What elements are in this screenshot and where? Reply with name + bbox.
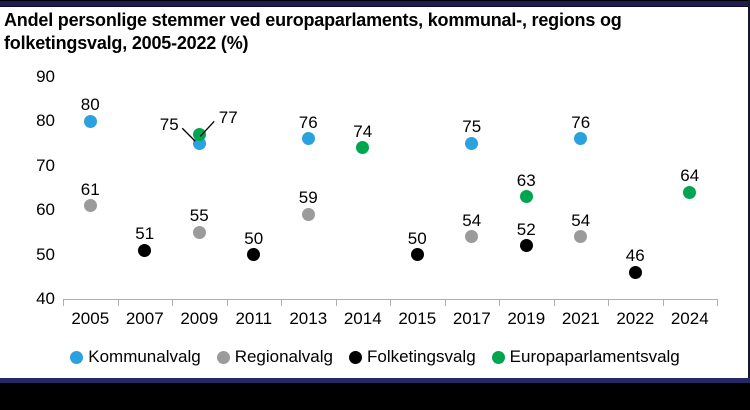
legend-label: Folketingsvalg [366,347,476,366]
data-point-regionalvalg-2005 [83,199,97,213]
x-axis-label: 2007 [125,309,164,328]
data-label: 76 [298,112,318,132]
bottom-border-line [0,378,750,383]
legend-item-kommunalvalg: Kommunalvalg [70,347,201,367]
right-border-line [748,0,750,410]
plot-area: 2005 2007 2009 2011 2013 2014 2015 2017 2019 2021… [36,66,718,328]
legend-marker-icon [491,350,505,364]
data-point-kommunalvalg-2017 [465,136,479,150]
data-label: 54 [462,210,482,230]
x-axis-label: 2017 [452,309,491,328]
x-axis-label: 2024 [670,309,709,328]
data-point-europaparlamentsvalg-2024 [683,185,697,199]
x-axis-tick [390,299,391,306]
data-label: 75 [159,115,179,135]
data-label: 77 [218,108,238,128]
legend-marker-icon [348,350,362,364]
data-point-regionalvalg-2013 [301,207,315,221]
top-border-band [0,0,750,7]
data-label: 80 [80,95,100,114]
legend-item-regionalvalg: Regionalvalg [216,347,333,367]
y-axis-label: 40 [36,289,55,308]
y-axis-label: 50 [36,244,55,264]
data-point-folketingsvalg-2007 [138,243,152,257]
callout-leader-lines [181,120,215,142]
x-axis-tick [499,299,500,306]
data-point-europaparlamentsvalg-2009 [192,127,206,141]
data-label: 51 [135,224,155,244]
data-label: 61 [80,179,100,199]
data-point-kommunalvalg-2021 [574,132,588,146]
data-point-folketingsvalg-2022 [628,265,642,279]
data-label: 75 [462,117,482,137]
data-label: 63 [516,170,536,190]
x-axis-tick [444,299,446,306]
data-point-kommunalvalg-2005 [83,114,97,128]
x-axis-tick [717,299,718,306]
data-label: 59 [298,188,318,208]
y-axis-label: 80 [36,111,55,130]
x-axis-tick [63,299,64,306]
x-axis-label: 2005 [71,309,110,328]
legend-marker-icon [216,350,230,364]
x-axis-tick [117,299,119,306]
x-axis-tick [335,299,337,306]
data-label: 50 [244,228,264,248]
x-axis-tick [226,299,228,306]
x-axis-label: 2009 [180,309,219,328]
legend-marker-icon [70,350,84,364]
data-point-europaparlamentsvalg-2014 [356,141,370,155]
data-label: 55 [189,206,209,226]
data-point-folketingsvalg-2015 [410,248,424,261]
chart-title: Andel personlige stemmer ved europaparla… [4,10,622,53]
x-axis-tick [608,299,609,306]
data-point-regionalvalg-2021 [574,230,588,244]
data-point-folketingsvalg-2011 [247,248,261,261]
data-point-folketingsvalg-2019 [519,239,533,253]
x-axis-tick [172,299,173,306]
legend-label: Kommunalvalg [88,347,201,366]
x-axis-label: 2021 [561,309,600,328]
x-axis-label: 2022 [616,309,655,328]
y-axis-label: 90 [36,66,55,86]
data-point-regionalvalg-2017 [465,230,479,244]
x-axis-label: 2014 [343,309,382,328]
data-label: 46 [625,246,645,266]
data-point-regionalvalg-2009 [192,225,206,239]
data-label: 54 [571,210,591,230]
data-label: 50 [407,228,427,248]
legend-label: Europaparlamentsvalg [509,347,680,366]
legend-item-folketingsvalg: Folketingsvalg [348,347,476,367]
y-axis-label: 70 [36,155,55,175]
x-axis-tick [662,299,664,306]
x-axis-label: 2011 [235,309,273,328]
data-point-kommunalvalg-2013 [301,132,315,146]
data-label: 64 [680,166,700,186]
bottom-border-band [0,383,750,410]
x-axis-label: 2015 [398,309,437,328]
data-label: 74 [353,121,373,141]
legend-label: Regionalvalg [234,347,333,366]
x-axis-label: 2013 [289,309,328,328]
y-axis-label: 60 [36,200,55,219]
data-point-europaparlamentsvalg-2019 [519,190,533,204]
legend: Kommunalvalg Regionalvalg Folketingsvalg Eu… [0,343,750,371]
x-axis-label: 2019 [507,309,546,328]
data-label: 76 [571,112,591,132]
legend-item-europaparlamentsvalg: Europaparlamentsvalg [491,347,680,367]
x-axis-tick [281,299,282,306]
data-label: 52 [516,219,536,239]
x-axis-tick [553,299,555,306]
